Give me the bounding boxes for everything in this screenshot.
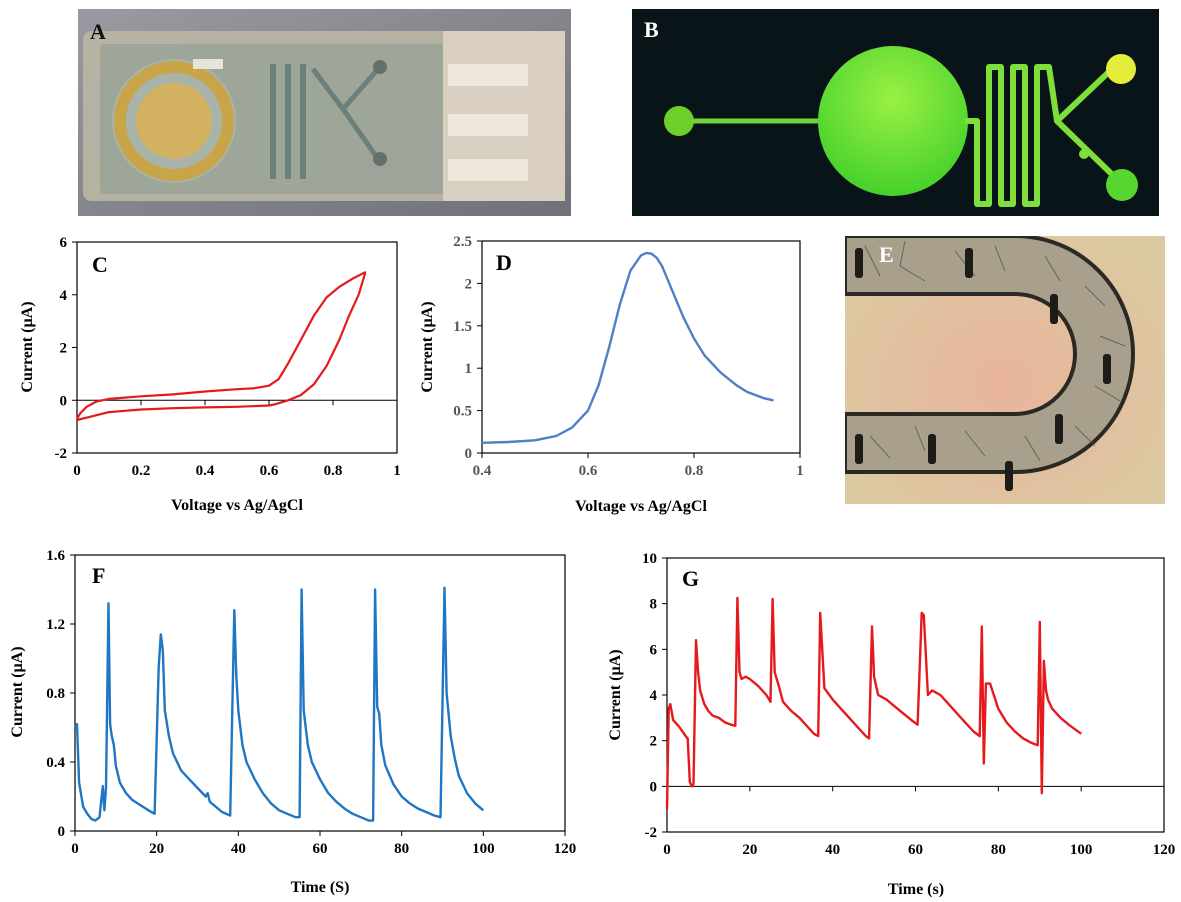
- panel-e-photo: E: [845, 236, 1165, 504]
- chart-g-ylabel: Current (µA): [607, 649, 624, 740]
- chart-g-xtick-label: 40: [825, 842, 840, 858]
- chart-c-plot-frame: [76, 241, 398, 454]
- chart-d-ylabel: Current (µA): [419, 301, 436, 392]
- chart-f-panel-label: F: [92, 563, 105, 588]
- chart-g-xtick-label: 20: [742, 842, 757, 858]
- panel-a-photo: A: [78, 9, 571, 216]
- chart-c-panel-label: C: [92, 252, 108, 277]
- panel-label-e: E: [879, 242, 894, 267]
- chart-d-plot-frame: [481, 240, 801, 454]
- microscope-channel-illustration: [845, 236, 1165, 504]
- chart-c-xtick-label: 0.6: [260, 463, 279, 479]
- chart-d-ytick-label: 2: [465, 276, 473, 292]
- chart-g-ytick-label: 10: [642, 551, 657, 567]
- chart-g-ytick-label: 0: [650, 779, 658, 795]
- chart-c-svg: 0 0.2 0.4 0.6 0.8 1 -2 0 2 4 6 C Voltage vs Ag/AgC…: [19, 235, 401, 514]
- chart-f-xtick-label: 120: [554, 841, 577, 857]
- chart-g-ytick-label: 2: [650, 734, 658, 750]
- chip-photo-illustration: [78, 9, 571, 216]
- chart-d-series-line: [481, 251, 774, 444]
- panel-b-photo: B: [632, 9, 1159, 216]
- chart-f-xtick-label: 20: [149, 841, 164, 857]
- chart-f-xtick-label: 40: [231, 841, 246, 857]
- chart-d: 0.4 0.6 0.8 1 0 0.5 1 1.5 2 2.5 D Voltage vs Ag/A…: [410, 230, 820, 520]
- chart-c-ytick-label: 6: [60, 235, 68, 251]
- chart-f-xlabel: Time (S): [291, 879, 350, 896]
- chart-g-xtick-label: 100: [1070, 842, 1093, 858]
- chart-c-ylabel: Current (µA): [19, 301, 36, 392]
- chart-d-xtick-label: 1: [796, 463, 804, 479]
- chart-c-series-line: [76, 271, 367, 422]
- chart-f-xtick-label: 60: [313, 841, 328, 857]
- chart-c-ytick-label: 4: [60, 288, 68, 304]
- chart-g-svg: 0 20 40 60 80 100 120 -2 0 2 4 6 8 10 G Time (s) Curr…: [607, 551, 1176, 898]
- chart-c-xtick-label: 0.8: [324, 463, 343, 479]
- chart-g-ytick-label: 4: [650, 688, 658, 704]
- chart-c-xtick-label: 0.4: [196, 463, 215, 479]
- chart-g-ytick-label: -2: [645, 825, 658, 841]
- chart-f-ytick-label: 1.2: [46, 617, 65, 633]
- chart-f-ytick-label: 1.6: [46, 548, 65, 564]
- panel-label-b: B: [644, 17, 659, 42]
- chart-f-xtick-label: 0: [71, 841, 79, 857]
- chart-g-panel-label: G: [682, 566, 699, 591]
- chart-g-series-line: [665, 596, 1082, 810]
- chart-f-xtick-label: 100: [472, 841, 495, 857]
- chart-f-ytick-label: 0.4: [46, 755, 65, 771]
- chart-f: 0 20 40 60 80 100 120 0 0.4 0.8 1.2 1.6 F Time (S) …: [0, 540, 590, 897]
- chart-g-ytick-label: 8: [650, 597, 658, 613]
- chart-c-ytick-label: -2: [55, 446, 68, 462]
- chart-f-ytick-label: 0: [58, 824, 66, 840]
- chart-d-panel-label: D: [496, 250, 512, 275]
- chart-c-ytick-label: 2: [60, 341, 68, 357]
- chart-d-ytick-label: 1.5: [453, 319, 472, 335]
- chart-d-xtick-label: 0.8: [685, 463, 704, 479]
- chart-d-xtick-label: 0.4: [473, 463, 492, 479]
- chart-c-xtick-label: 0: [73, 463, 81, 479]
- chart-f-ylabel: Current (µA): [9, 646, 26, 737]
- chart-c-xtick-label: 1: [393, 463, 401, 479]
- chart-f-ytick-label: 0.8: [46, 686, 65, 702]
- chart-c: 0 0.2 0.4 0.6 0.8 1 -2 0 2 4 6 C Voltage vs Ag/AgC…: [10, 230, 410, 515]
- chart-g-xtick-label: 60: [908, 842, 923, 858]
- chart-g: 0 20 40 60 80 100 120 -2 0 2 4 6 8 10 G Time (s) Curr…: [590, 540, 1181, 898]
- chart-c-xlabel: Voltage vs Ag/AgCl: [171, 497, 303, 514]
- chart-d-ytick-label: 0: [465, 446, 473, 462]
- chart-d-xtick-label: 0.6: [579, 463, 598, 479]
- panel-label-a: A: [90, 19, 106, 44]
- chart-f-plot-frame: [74, 554, 566, 832]
- chart-d-ytick-label: 1: [465, 361, 473, 377]
- chart-g-ytick-label: 6: [650, 642, 658, 658]
- chart-g-xtick-label: 0: [663, 842, 671, 858]
- chart-g-xtick-label: 80: [991, 842, 1006, 858]
- chart-c-xtick-label: 0.2: [132, 463, 151, 479]
- chart-f-series-line: [73, 586, 485, 822]
- chart-g-xlabel: Time (s): [888, 881, 944, 897]
- chart-d-ytick-label: 2.5: [453, 234, 472, 250]
- chart-c-ytick-label: 0: [60, 393, 68, 409]
- chart-f-xtick-label: 80: [394, 841, 409, 857]
- chart-g-xtick-label: 120: [1153, 842, 1176, 858]
- chart-d-xlabel: Voltage vs Ag/AgCl: [575, 498, 707, 515]
- channel-fluorescence-illustration: [632, 9, 1159, 216]
- chart-d-ytick-label: 0.5: [453, 404, 472, 420]
- chart-d-svg: 0.4 0.6 0.8 1 0 0.5 1 1.5 2 2.5 D Voltage vs Ag/A…: [419, 234, 804, 515]
